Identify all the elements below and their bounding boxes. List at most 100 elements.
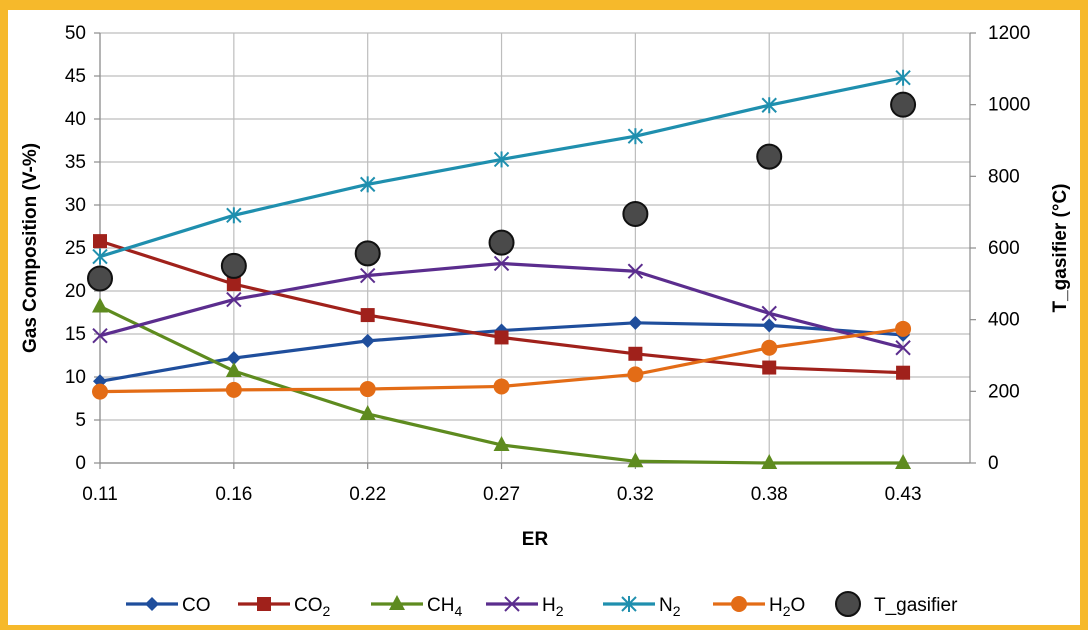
series-co2 [93, 234, 911, 380]
data-point-co2 [93, 234, 107, 249]
data-point-co2 [628, 346, 643, 361]
legend-label: N2 [659, 595, 681, 619]
x-tick-label: 0.38 [751, 484, 788, 505]
marker-stroke [504, 596, 520, 612]
data-point-t-gasifier [488, 229, 515, 256]
legend-label: CO2 [294, 595, 331, 619]
data-point-n2 [359, 176, 376, 193]
data-point-n2 [493, 151, 510, 168]
legend-marker [257, 597, 271, 611]
data-point-h2o [359, 381, 376, 398]
legend-subscript: 2 [673, 603, 681, 619]
data-point-ch4 [627, 452, 644, 468]
y-tick-label: 5 [75, 410, 86, 431]
data-point-h2 [226, 291, 242, 308]
data-point-n2 [761, 97, 777, 114]
data-point-h2o [92, 383, 108, 400]
data-point-n2 [627, 128, 644, 145]
data-point-n2 [92, 248, 108, 265]
marker-stroke [493, 255, 510, 272]
data-point-h2 [761, 305, 777, 322]
legend-item-h2: H2 [486, 595, 564, 619]
x-tick-label: 0.11 [82, 484, 118, 505]
data-point-co2 [762, 360, 777, 375]
data-point-co [628, 315, 643, 330]
legend-label: CO [182, 595, 211, 616]
legend-subscript: 2 [323, 603, 331, 619]
data-point-t-gasifier [890, 91, 917, 118]
legend-label: CH4 [427, 595, 462, 619]
legend-item-n2: N2 [603, 595, 681, 619]
marker-stroke [92, 328, 108, 344]
y-tick-label: 25 [65, 238, 86, 259]
legend-subscript: 2 [556, 603, 564, 619]
y-tick-label: 35 [65, 152, 86, 173]
data-point-t-gasifier [220, 252, 247, 279]
data-point-co2 [494, 330, 509, 345]
data-point-h2 [359, 267, 376, 284]
data-point-ch4 [761, 454, 778, 469]
data-point-ch4 [493, 435, 510, 451]
legend-subscript: 4 [454, 603, 462, 619]
y-tick-label: 20 [65, 281, 86, 302]
data-point-t-gasifier [354, 240, 381, 267]
data-point-h2 [895, 340, 911, 356]
data-point-ch4 [92, 297, 108, 313]
y-tick-label: 45 [65, 66, 86, 87]
legend-marker [504, 596, 520, 612]
legend-item-co2: CO2 [238, 595, 331, 619]
series-ch4 [92, 297, 912, 469]
data-point-h2o [493, 378, 510, 395]
y2-tick-label: 1000 [988, 95, 1030, 116]
y2-tick-label: 200 [988, 381, 1020, 402]
marker-stroke [359, 267, 376, 284]
line-chart: 0 5 10 15 20 25 30 35 40 45 50 0 200 400 600 800 1000 120… [20, 23, 1071, 619]
legend-marker [389, 595, 405, 610]
y-tick-label: 30 [65, 195, 86, 216]
x-tick-label: 0.32 [617, 484, 654, 505]
series-t-gasifier [87, 91, 917, 292]
series-n2 [92, 69, 911, 265]
x-tick-label: 0.27 [483, 484, 520, 505]
y2-axis-title: T_gasifier (°C) [1050, 183, 1071, 312]
legend-item-ch4: CH4 [371, 595, 462, 619]
series-h2o [92, 320, 912, 400]
chart-frame: 0 5 10 15 20 25 30 35 40 45 50 0 200 400 600 800 1000 120… [8, 10, 1080, 625]
y-tick-label: 10 [65, 367, 86, 388]
y-tick-label: 15 [65, 324, 86, 345]
x-axis-title: ER [522, 529, 549, 550]
data-point-ch4 [225, 361, 242, 377]
y-tick-label: 0 [75, 453, 86, 474]
legend-item-h2o: H2O [713, 595, 805, 619]
data-point-co2 [360, 308, 375, 323]
data-point-t-gasifier [622, 200, 649, 227]
x-tick-label: 0.43 [885, 484, 922, 505]
legend-subscript: 2 [783, 603, 791, 619]
data-point-h2o [225, 381, 242, 398]
data-point-h2 [92, 328, 108, 344]
x-tick-label: 0.16 [215, 484, 252, 505]
data-point-h2 [493, 255, 510, 272]
data-point-ch4 [359, 404, 376, 420]
data-point-n2 [895, 69, 911, 86]
series-h2 [92, 255, 911, 356]
legend-marker [731, 596, 747, 612]
data-point-co [226, 351, 241, 366]
legend-marker [835, 591, 861, 617]
data-point-h2 [627, 263, 644, 279]
legend-item-co: CO [126, 595, 211, 616]
legend-label: T_gasifier [874, 595, 958, 616]
y2-tick-label: 400 [988, 310, 1020, 331]
data-point-co [360, 333, 375, 348]
data-point-h2o [895, 320, 912, 337]
marker-stroke [895, 340, 911, 356]
y-tick-label: 40 [65, 109, 86, 130]
y2-tick-label: 1200 [988, 23, 1030, 44]
y-tick-label: 50 [65, 23, 86, 44]
legend-marker [145, 597, 159, 611]
data-point-t-gasifier [756, 143, 783, 170]
legend-marker [621, 596, 637, 612]
y2-tick-label: 0 [988, 453, 999, 474]
data-point-co2 [226, 277, 241, 292]
data-point-h2o [627, 366, 644, 383]
